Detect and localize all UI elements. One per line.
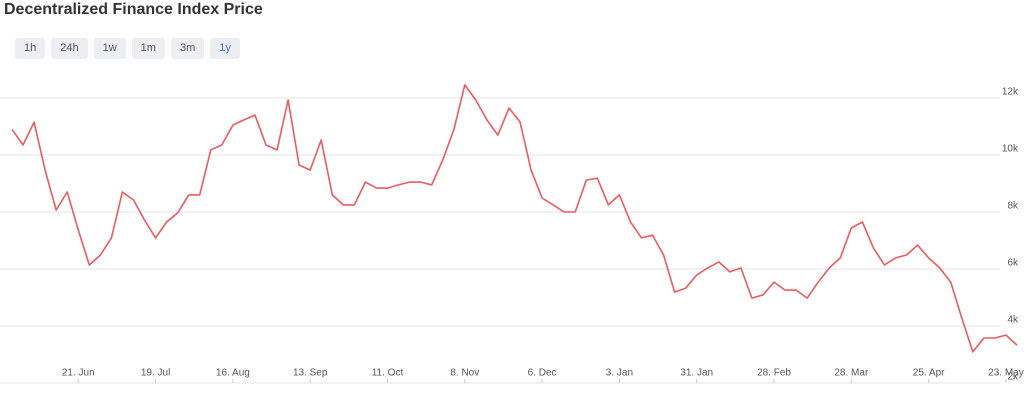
y-tick-label: 2k xyxy=(1007,372,1019,383)
x-tick-label: 3. Jan xyxy=(606,368,633,379)
price-line xyxy=(11,84,1018,353)
range-button[interactable]: 24h xyxy=(51,38,88,59)
y-tick-label: 12k xyxy=(1002,87,1019,98)
x-tick-label: 8. Nov xyxy=(450,368,479,379)
x-tick-label: 19. Jul xyxy=(141,368,170,379)
y-tick-label: 8k xyxy=(1007,201,1019,212)
x-tick-label: 13. Sep xyxy=(293,368,328,379)
range-buttons: 1h 24h 1w 1m 3m 1y xyxy=(15,38,240,59)
x-tick-label: 6. Dec xyxy=(528,368,557,379)
range-button[interactable]: 1m xyxy=(131,38,165,59)
range-button[interactable]: 3m xyxy=(170,38,205,59)
x-tick-label: 23. May xyxy=(988,368,1024,379)
chart-title: Decentralized Finance Index Price xyxy=(4,1,263,18)
range-button[interactable]: 1w xyxy=(93,38,126,59)
y-tick-label: 6k xyxy=(1007,258,1019,269)
range-button[interactable]: 1h xyxy=(15,38,46,59)
y-tick-label: 10k xyxy=(1002,144,1019,155)
x-tick-label: 21. Jun xyxy=(62,368,95,379)
x-tick-label: 11. Oct xyxy=(372,368,404,379)
range-button[interactable]: 1y xyxy=(210,38,240,59)
y-tick-label: 4k xyxy=(1007,315,1019,326)
x-tick-label: 25. Apr xyxy=(913,368,945,379)
x-tick-label: 16. Aug xyxy=(216,368,250,379)
x-tick-label: 28. Feb xyxy=(757,368,791,379)
x-tick-label: 28. Mar xyxy=(834,368,869,379)
x-tick-label: 31. Jan xyxy=(680,368,713,379)
